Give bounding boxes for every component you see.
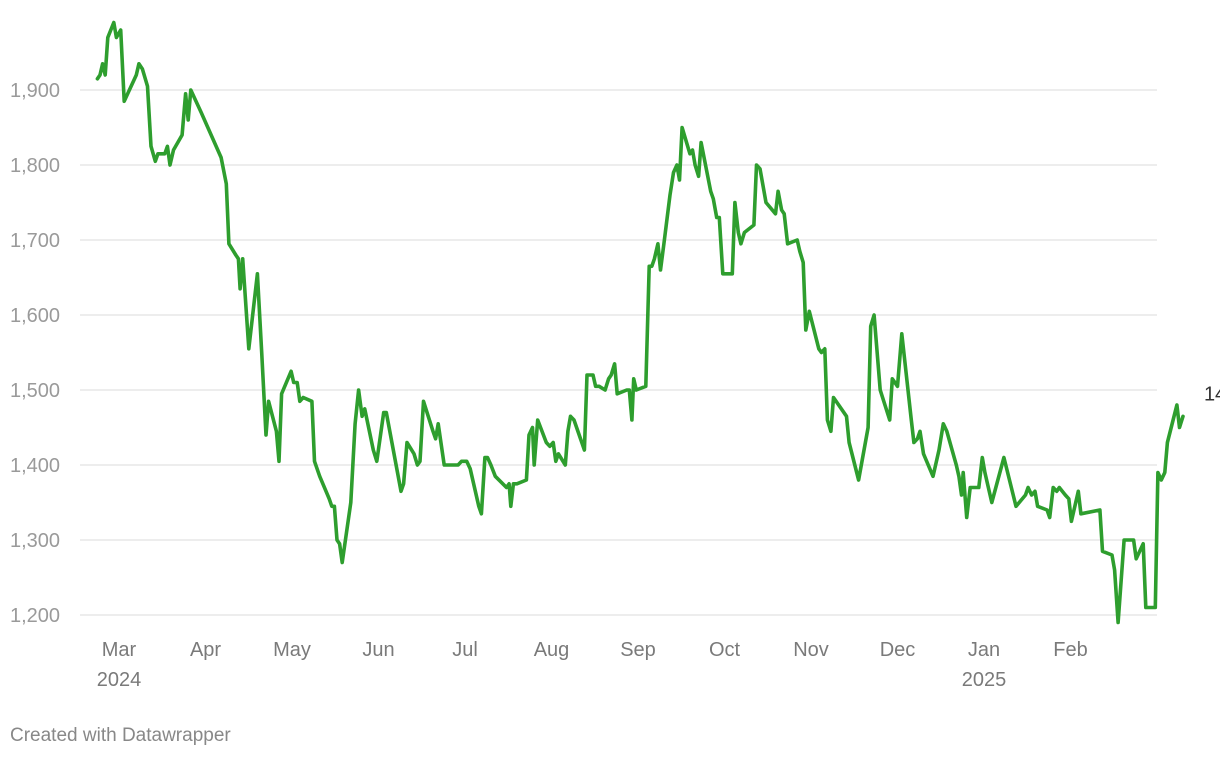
x-tick-label: May xyxy=(273,639,311,661)
x-tick-label: Aug xyxy=(534,639,570,661)
gridlines xyxy=(80,89,1157,616)
x-axis: Mar 2024 Apr May Jun Jul Aug Sep Oct Nov Dec Jan 202… xyxy=(97,639,1088,691)
y-tick-label: 1,800 xyxy=(10,155,60,177)
x-tick-label: Apr xyxy=(190,639,221,661)
x-tick-label: Nov xyxy=(793,639,829,661)
y-tick-label: 1,600 xyxy=(10,305,60,327)
y-tick-label: 1,700 xyxy=(10,230,60,252)
y-axis: 1,900 1,800 1,700 1,600 1,500 1,400 1,300 1,200 xyxy=(10,80,60,627)
y-tick-label: 1,900 xyxy=(10,80,60,102)
y-tick-label: 1,200 xyxy=(10,605,60,627)
y-tick-label: 1,400 xyxy=(10,455,60,477)
x-tick-label: Sep xyxy=(620,639,656,661)
x-tick-label: Mar xyxy=(102,639,137,661)
x-tick-year-label: 2024 xyxy=(97,669,142,691)
series-line-price xyxy=(95,20,1185,625)
y-tick-label: 1,300 xyxy=(10,530,60,552)
x-tick-label: Dec xyxy=(880,639,916,661)
x-tick-year-label: 2025 xyxy=(962,669,1007,691)
end-value-label: 1465 xyxy=(1204,383,1220,405)
credit-text: Created with Datawrapper xyxy=(10,725,231,746)
x-tick-label: Jun xyxy=(362,639,394,661)
x-tick-label: Oct xyxy=(709,639,741,661)
y-tick-label: 1,500 xyxy=(10,380,60,402)
x-tick-label: Jan xyxy=(968,639,1000,661)
x-tick-label: Jul xyxy=(452,639,478,661)
x-tick-label: Feb xyxy=(1053,639,1087,661)
